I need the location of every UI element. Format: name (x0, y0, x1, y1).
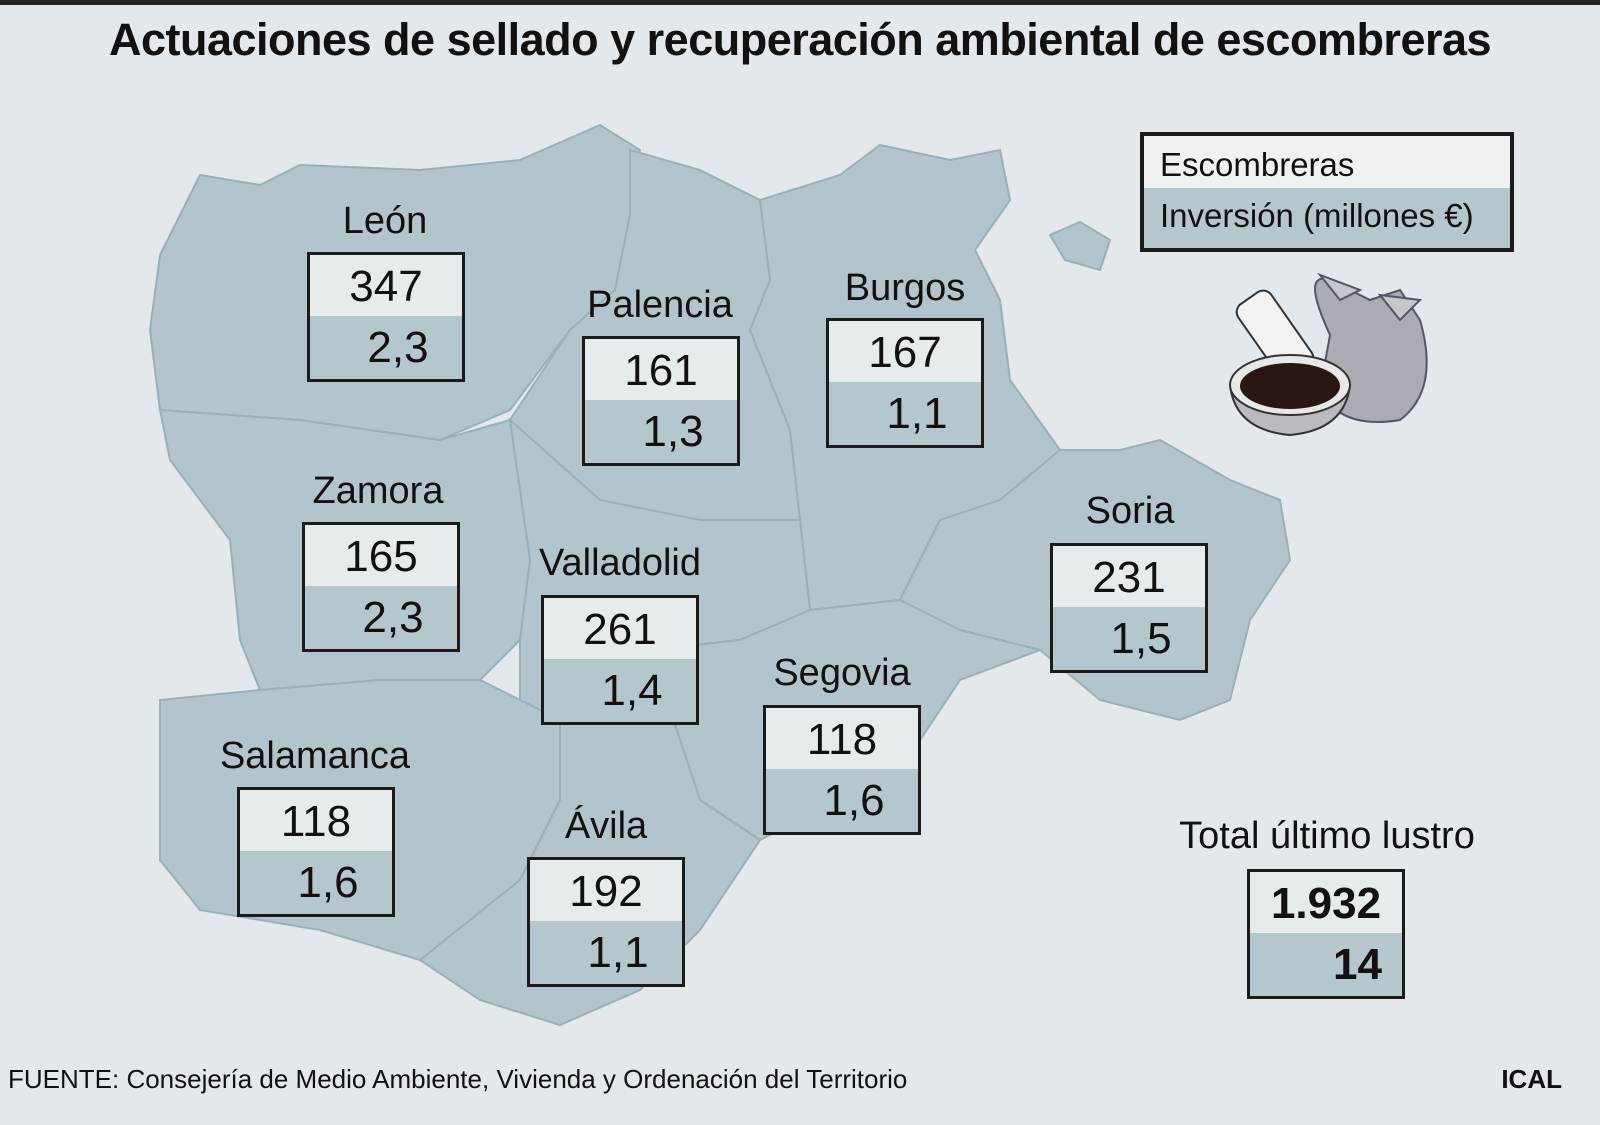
province-label-salamanca: Salamanca (219, 735, 411, 777)
province-label-soria: Soria (1085, 490, 1175, 532)
province-label-burgos: Burgos (844, 267, 966, 309)
top-rule (0, 0, 1600, 5)
inversion-value: 1,3 (642, 407, 704, 456)
total-escombreras-value: 1.932 (1250, 872, 1402, 933)
inversion-value: 1,1 (587, 928, 649, 977)
inversion-value: 1,6 (297, 858, 359, 907)
value-box-avila: 192 1,1 (527, 857, 685, 987)
escombreras-value: 167 (829, 321, 981, 382)
escombreras-value: 161 (585, 339, 737, 400)
escombreras-value: 261 (544, 598, 696, 659)
value-box-leon: 347 2,3 (307, 252, 465, 382)
page-title: Actuaciones de sellado y recuperación am… (108, 14, 1492, 65)
value-box-soria: 231 1,5 (1050, 543, 1208, 673)
total-label: Total último lustro (1179, 815, 1475, 857)
inversion-value: 1,6 (823, 776, 885, 825)
province-burgos-enclave (1048, 220, 1112, 272)
escombreras-value: 118 (766, 708, 918, 769)
value-box-segovia: 118 1,6 (763, 705, 921, 835)
value-box-valladolid: 261 1,4 (541, 595, 699, 725)
escombreras-value: 118 (240, 790, 392, 851)
mortar-and-bag-icon (1228, 272, 1428, 437)
legend: Escombreras Inversión (millones €) (1140, 132, 1514, 252)
province-label-leon: León (342, 200, 428, 242)
inversion-value: 2,3 (367, 323, 429, 372)
brand-credit: ICAL (1501, 1064, 1562, 1094)
escombreras-value: 347 (310, 255, 462, 316)
legend-escombreras: Escombreras (1144, 136, 1510, 188)
value-box-salamanca: 118 1,6 (237, 787, 395, 917)
province-label-palencia: Palencia (587, 284, 733, 326)
escombreras-value: 192 (530, 860, 682, 921)
province-label-avila: Ávila (564, 805, 648, 847)
inversion-value: 1,1 (886, 389, 948, 438)
legend-inversion: Inversión (millones €) (1160, 197, 1474, 234)
value-box-burgos: 167 1,1 (826, 318, 984, 448)
province-label-zamora: Zamora (312, 470, 444, 512)
province-label-segovia: Segovia (773, 652, 911, 694)
inversion-value: 2,3 (362, 593, 424, 642)
escombreras-value: 231 (1053, 546, 1205, 607)
total-inversion-value: 14 (1333, 940, 1382, 989)
escombreras-value: 165 (305, 525, 457, 586)
value-box-palencia: 161 1,3 (582, 336, 740, 466)
inversion-value: 1,5 (1110, 614, 1172, 663)
value-box-zamora: 165 2,3 (302, 522, 460, 652)
province-label-valladolid: Valladolid (539, 542, 701, 584)
value-box-total: 1.932 14 (1247, 869, 1405, 999)
source-note: FUENTE: Consejería de Medio Ambiente, Vi… (8, 1064, 908, 1094)
inversion-value: 1,4 (601, 666, 663, 715)
